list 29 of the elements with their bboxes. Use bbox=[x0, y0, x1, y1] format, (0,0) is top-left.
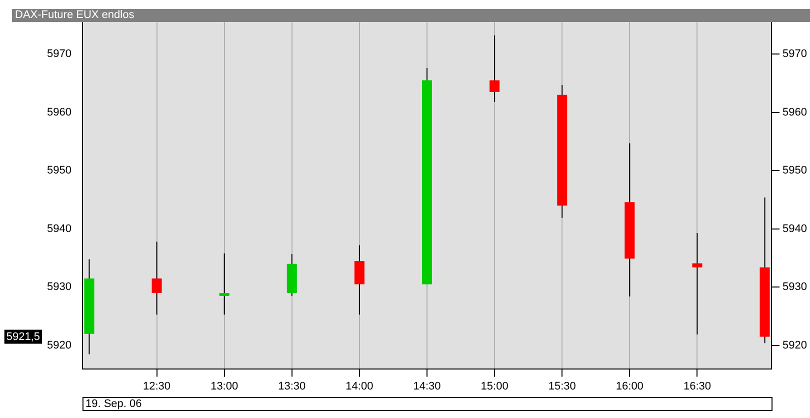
x-tick-label: 13:30 bbox=[278, 380, 306, 392]
y-tick-label: 5920 bbox=[46, 340, 72, 352]
y2-tick-label: 5920 bbox=[782, 340, 808, 352]
candlestick bbox=[490, 34, 500, 102]
y2-tick-label: 5930 bbox=[782, 281, 808, 294]
chart-title: DAX-Future EUX endlos bbox=[12, 9, 810, 22]
y2-tick-label: 5960 bbox=[782, 106, 808, 118]
x-tick-label: 14:00 bbox=[346, 380, 374, 392]
y-tick-label: 5970 bbox=[46, 48, 72, 60]
y-tick-label: 5940 bbox=[46, 222, 72, 235]
x-tick-label: 13:00 bbox=[210, 380, 238, 392]
x-tick-label: 16:00 bbox=[616, 380, 644, 392]
x-tick-label: 14:30 bbox=[413, 380, 441, 392]
text: 19. Sep. 06 bbox=[85, 398, 142, 410]
y-tick-label: 5960 bbox=[46, 106, 72, 118]
candlestick bbox=[219, 252, 230, 316]
y-tick-label: 5930 bbox=[46, 281, 72, 294]
y-tick-label: 5950 bbox=[46, 164, 72, 177]
x-tick-label: 15:30 bbox=[548, 380, 576, 392]
x-tick-label: 12:30 bbox=[143, 380, 171, 392]
text: 5921,5 bbox=[6, 330, 40, 343]
candlestick bbox=[692, 232, 702, 335]
candlestick bbox=[354, 244, 364, 316]
y2-tick-label: 5940 bbox=[782, 222, 808, 235]
y2-tick-label: 5950 bbox=[782, 164, 808, 177]
x-tick-label: 15:00 bbox=[480, 380, 508, 392]
y2-tick-label: 5970 bbox=[782, 48, 808, 60]
x-tick-label: 16:30 bbox=[683, 380, 711, 392]
candlestick bbox=[152, 241, 162, 316]
